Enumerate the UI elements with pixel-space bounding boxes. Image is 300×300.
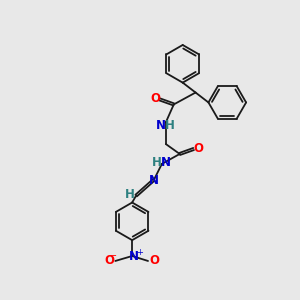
Text: +: + <box>137 248 143 256</box>
Text: O: O <box>104 254 114 268</box>
Text: O: O <box>194 142 203 154</box>
Text: N: N <box>149 174 159 187</box>
Text: O: O <box>149 254 159 268</box>
Text: O: O <box>150 92 160 105</box>
Text: N: N <box>129 250 139 262</box>
Text: −: − <box>109 251 117 261</box>
Text: N: N <box>156 119 166 132</box>
Text: H: H <box>125 188 135 201</box>
Text: H: H <box>165 119 175 132</box>
Text: N: N <box>161 156 171 170</box>
Text: H: H <box>152 156 162 170</box>
